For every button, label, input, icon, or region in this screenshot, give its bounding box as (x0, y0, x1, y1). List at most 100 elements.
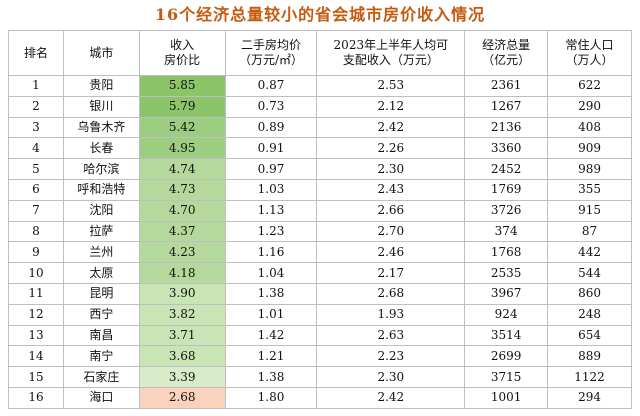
table-cell: 1.04 (224, 262, 318, 284)
table-cell: 0.87 (224, 75, 318, 97)
table-cell: 2.68 (316, 282, 466, 305)
table-cell: 4.37 (138, 220, 226, 243)
table-cell: 12 (8, 303, 64, 326)
table-cell: 2.63 (316, 324, 466, 347)
table-row: 2 银川 5.79 0.73 2.12 1267 290 (8, 95, 632, 118)
table-cell: 87 (547, 220, 632, 243)
table-cell: 3.90 (138, 282, 226, 305)
table-cell: 2.12 (316, 95, 466, 118)
table-cell: 1.93 (316, 303, 466, 326)
table-cell: 16 (8, 386, 64, 409)
table-cell: 2699 (464, 345, 549, 368)
table: 排名 城市 收入 房价比 二手房均价 （万元/㎡） 2023年上半年人均可 支配收入（万… (8, 30, 632, 409)
table-cell: 622 (547, 75, 632, 97)
table-body: 1 贵阳 5.85 0.87 2.53 2361 622 2 银川 5.79 0.73 2.12 126… (8, 75, 632, 409)
table-cell: 5 (8, 158, 64, 180)
table-cell: 13 (8, 324, 64, 347)
table-cell: 0.97 (224, 158, 318, 180)
header-cell: 城市 (62, 30, 140, 76)
table-cell: 3360 (464, 137, 549, 160)
table-cell: 0.89 (224, 116, 318, 139)
table-cell: 0.91 (224, 137, 318, 160)
table-cell: 7 (8, 199, 64, 222)
header-cell: 排名 (8, 30, 64, 76)
table-row: 11 昆明 3.90 1.38 2.68 3967 860 (8, 282, 632, 305)
table-cell: 1.21 (224, 345, 318, 368)
table-cell: 10 (8, 262, 64, 284)
table-cell: 长春 (62, 137, 140, 160)
table-cell: 2.30 (316, 158, 466, 180)
table-cell: 2.70 (316, 220, 466, 243)
table-cell: 3.39 (138, 366, 226, 388)
table-cell: 4.95 (138, 137, 226, 160)
table-cell: 2136 (464, 116, 549, 139)
table-row: 13 南昌 3.71 1.42 2.63 3514 654 (8, 324, 632, 347)
table-cell: 1267 (464, 95, 549, 118)
table-cell: 2.53 (316, 75, 466, 97)
table-cell: 1769 (464, 178, 549, 201)
table-cell: 8 (8, 220, 64, 243)
table-row: 5 哈尔滨 4.74 0.97 2.30 2452 989 (8, 158, 632, 180)
table-cell: 3514 (464, 324, 549, 347)
table-cell: 989 (547, 158, 632, 180)
table-cell: 6 (8, 178, 64, 201)
table-row: 12 西宁 3.82 1.01 1.93 924 248 (8, 303, 632, 326)
table-cell: 2.23 (316, 345, 466, 368)
table-cell: 374 (464, 220, 549, 243)
table-cell: 2 (8, 95, 64, 118)
table-cell: 15 (8, 366, 64, 388)
table-cell: 9 (8, 241, 64, 264)
table-cell: 2.68 (138, 386, 226, 409)
table-cell: 3967 (464, 282, 549, 305)
table-cell: 248 (547, 303, 632, 326)
table-cell: 2.46 (316, 241, 466, 264)
table-cell: 4.74 (138, 158, 226, 180)
table-cell: 2.30 (316, 366, 466, 388)
table-cell: 544 (547, 262, 632, 284)
table-cell: 2361 (464, 75, 549, 97)
header-cell: 经济总量 （亿元） (464, 30, 549, 76)
table-row: 15 石家庄 3.39 1.38 2.30 3715 1122 (8, 366, 632, 388)
table-row: 16 海口 2.68 1.80 2.42 1001 294 (8, 386, 632, 409)
table-cell: 14 (8, 345, 64, 368)
header-row: 排名 城市 收入 房价比 二手房均价 （万元/㎡） 2023年上半年人均可 支配收入（万… (8, 30, 632, 76)
table-cell: 5.42 (138, 116, 226, 139)
header-cell: 2023年上半年人均可 支配收入（万元） (316, 30, 466, 76)
table-cell: 4.73 (138, 178, 226, 201)
table-cell: 5.79 (138, 95, 226, 118)
table-row: 8 拉萨 4.37 1.23 2.70 374 87 (8, 220, 632, 243)
table-cell: 4 (8, 137, 64, 160)
header-cell: 收入 房价比 (138, 30, 226, 76)
table-cell: 1.80 (224, 386, 318, 409)
table-cell: 1768 (464, 241, 549, 264)
title: 16个经济总量较小的省会城市房价收入情况 (154, 5, 486, 24)
table-row: 14 南宁 3.68 1.21 2.23 2699 889 (8, 345, 632, 368)
table-cell: 860 (547, 282, 632, 305)
table-cell: 1.38 (224, 366, 318, 388)
table-cell: 呼和浩特 (62, 178, 140, 201)
table-cell: 294 (547, 386, 632, 409)
table-cell: 1.42 (224, 324, 318, 347)
table-cell: 1.16 (224, 241, 318, 264)
table-cell: 442 (547, 241, 632, 264)
table-row: 6 呼和浩特 4.73 1.03 2.43 1769 355 (8, 178, 632, 201)
table-cell: 3726 (464, 199, 549, 222)
table-cell: 889 (547, 345, 632, 368)
table-cell: 3.82 (138, 303, 226, 326)
table-cell: 4.18 (138, 262, 226, 284)
table-cell: 355 (547, 178, 632, 201)
table-cell: 昆明 (62, 282, 140, 305)
table-cell: 2535 (464, 262, 549, 284)
table-cell: 1.13 (224, 199, 318, 222)
table-row: 4 长春 4.95 0.91 2.26 3360 909 (8, 137, 632, 160)
table-row: 9 兰州 4.23 1.16 2.46 1768 442 (8, 241, 632, 264)
header-cell: 二手房均价 （万元/㎡） (224, 30, 318, 76)
table-cell: 1001 (464, 386, 549, 409)
table-cell: 3 (8, 116, 64, 139)
table-cell: 5.85 (138, 75, 226, 97)
table-row: 3 乌鲁木齐 5.42 0.89 2.42 2136 408 (8, 116, 632, 139)
table-cell: 2452 (464, 158, 549, 180)
table-cell: 1.23 (224, 220, 318, 243)
table-cell: 2.43 (316, 178, 466, 201)
